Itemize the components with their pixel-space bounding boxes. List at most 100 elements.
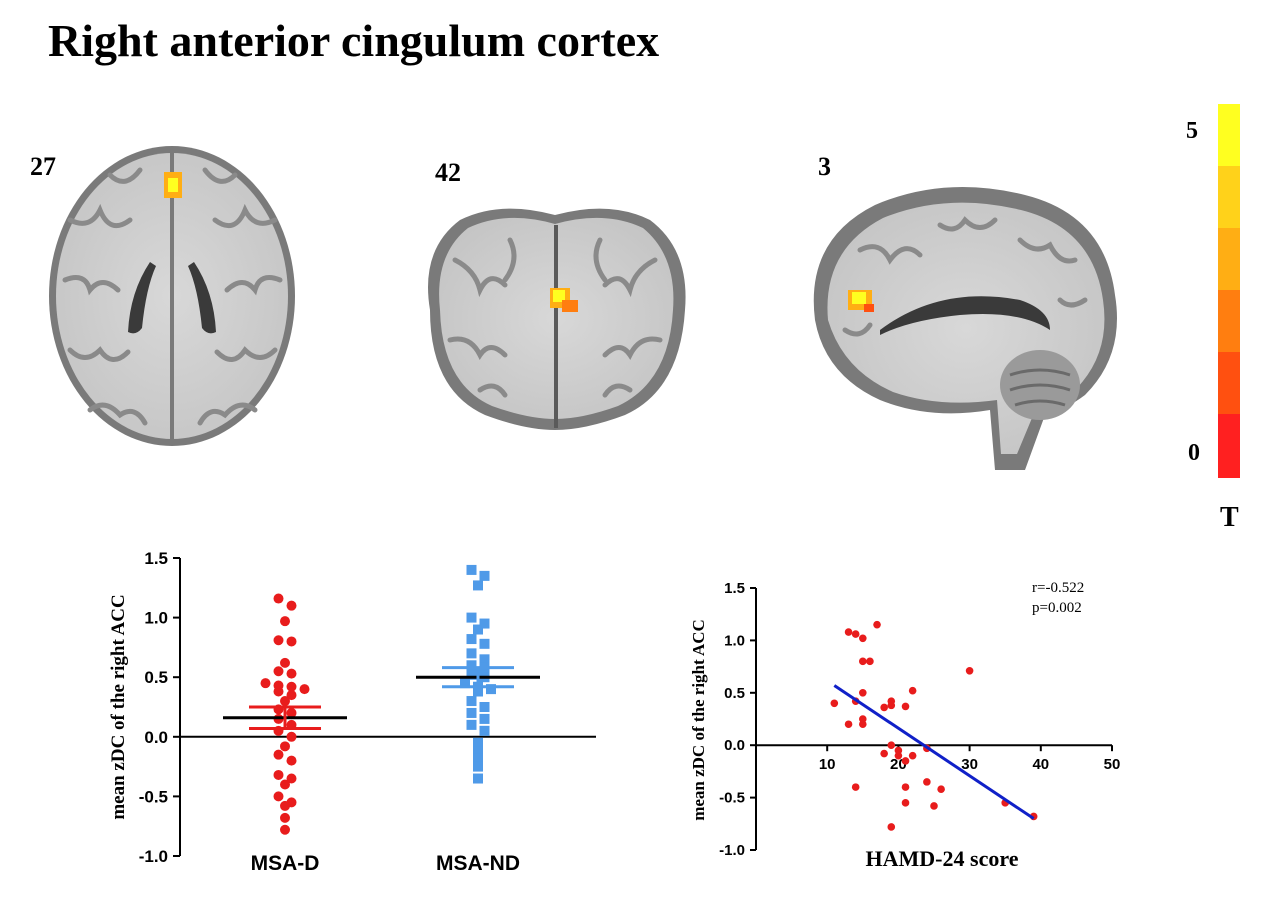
scatter-point: [844, 628, 853, 636]
scatter-point: [894, 751, 903, 760]
figure-title: Right anterior cingulum cortex: [48, 15, 660, 66]
msa-nd-point: [466, 660, 477, 671]
colorbar-segment-1: [1218, 104, 1240, 166]
msa-d-point: [280, 657, 290, 668]
msa-d-point: [260, 678, 271, 689]
colorbar-segment-2: [1218, 166, 1240, 228]
scatter-point: [880, 703, 888, 712]
scatter-x-tick-label: 10: [819, 756, 836, 773]
correlation-p-annotation: p=0.002: [1032, 600, 1082, 616]
msa-nd-point: [473, 624, 483, 635]
msa-d-point: [286, 731, 297, 742]
msa-d-point: [280, 741, 290, 752]
colorbar-segment-3: [1218, 228, 1240, 290]
scatter-point: [923, 778, 931, 786]
scatter-point: [887, 701, 896, 710]
msa-nd-point: [479, 725, 490, 736]
sagittal-slice-label: 3: [818, 152, 831, 181]
scatter-point: [844, 720, 853, 729]
msa-d-point: [280, 779, 290, 790]
scatter-point: [887, 741, 896, 749]
msa-nd-point: [466, 612, 477, 623]
scatter-point: [894, 746, 903, 755]
msa-d-point: [273, 686, 284, 697]
dot-plot-y-tick-label: -0.5: [139, 787, 168, 806]
msa-d-point: [286, 600, 297, 611]
scatter-point: [908, 686, 917, 695]
regression-line: [833, 684, 1035, 820]
scatter-y-tick-label: -1.0: [719, 842, 745, 859]
msa-d-point: [280, 824, 290, 835]
scatter-point: [851, 630, 860, 638]
msa-d-point: [273, 593, 284, 604]
msa-d-point: [299, 684, 310, 695]
msa-d-point: [273, 769, 284, 780]
brain-slices: [49, 104, 1240, 478]
scatter-point: [859, 720, 867, 729]
msa-nd-point: [466, 696, 477, 707]
colorbar-min-label: 0: [1188, 440, 1200, 466]
msa-nd-point: [466, 564, 477, 575]
scatter-x-tick-label: 40: [1032, 756, 1049, 773]
msa-d-point: [273, 635, 284, 646]
scatter-point: [908, 751, 917, 760]
msa-nd-point: [466, 669, 477, 680]
dot-plot-y-tick-label: 1.5: [144, 549, 168, 568]
scatter-y-tick-label: 1.5: [724, 580, 745, 597]
msa-d-point: [286, 690, 297, 701]
msa-nd-point: [460, 678, 470, 689]
msa-nd-point: [473, 737, 483, 748]
scatter-x-label: HAMD-24 score: [866, 846, 1019, 871]
scatter-point: [901, 757, 910, 765]
coronal-brain-image: [428, 208, 686, 430]
msa-d-point: [286, 681, 297, 692]
scatter-point: [859, 689, 867, 697]
msa-d-point: [280, 616, 290, 627]
msa-nd-point: [473, 580, 483, 591]
msa-d-point: [273, 666, 284, 677]
colorbar: [1218, 104, 1240, 478]
msa-d-point: [286, 636, 297, 647]
msa-nd-point: [473, 753, 483, 764]
scatter-point: [930, 802, 938, 810]
scatter-point: [866, 657, 874, 666]
group-dot-plot: 1.5 1.0 0.5 0.0 -0.5 -1.0 mean zDC of the rig…: [108, 549, 596, 875]
scatter-point: [859, 634, 867, 643]
axial-brain-image: [49, 146, 295, 446]
msa-nd-point: [479, 638, 490, 649]
msa-d-point: [286, 773, 297, 784]
msa-d-point: [273, 791, 284, 802]
scatter-point: [901, 783, 910, 791]
scatter-point: [887, 823, 896, 831]
msa-nd-point: [479, 702, 490, 712]
scatter-y-tick-label: 0.5: [724, 685, 745, 702]
scatter-point: [901, 799, 910, 807]
scatter-x-tick-label: 30: [961, 756, 978, 773]
colorbar-segment-6: [1218, 414, 1240, 478]
msa-nd-point: [479, 654, 490, 665]
msa-nd-point: [473, 761, 483, 772]
scatter-point: [880, 749, 888, 758]
scatter-point: [830, 699, 839, 708]
sagittal-brain-image: [813, 187, 1117, 470]
scatter-x-tick-label: 50: [1104, 756, 1121, 773]
msa-d-point: [280, 812, 290, 823]
axial-slice-label: 27: [30, 152, 56, 181]
dot-plot-y-label: mean zDC of the right ACC: [108, 594, 129, 819]
colorbar-max-label: 5: [1186, 118, 1198, 144]
scatter-y-tick-label: 0.0: [724, 737, 745, 754]
msa-nd-point: [486, 684, 496, 695]
msa-d-point: [280, 800, 290, 811]
msa-nd-point: [466, 719, 477, 730]
correlation-scatter-plot: 1.51.00.50.0-0.5-1.0 10 20 30 40 50 mean zDC…: [689, 580, 1121, 871]
dot-plot-y-tick-label: 0.5: [144, 668, 168, 687]
dot-plot-y-tick-label: 1.0: [144, 609, 168, 628]
correlation-r-annotation: r=-0.522: [1032, 580, 1084, 596]
colorbar-title: T: [1220, 502, 1239, 533]
msa-nd-point: [473, 773, 483, 784]
coronal-slice-label: 42: [435, 158, 461, 187]
scatter-y-tick-label: 1.0: [724, 632, 745, 649]
scatter-point: [859, 657, 867, 666]
msa-nd-point: [466, 634, 477, 645]
msa-d-point: [286, 755, 297, 766]
